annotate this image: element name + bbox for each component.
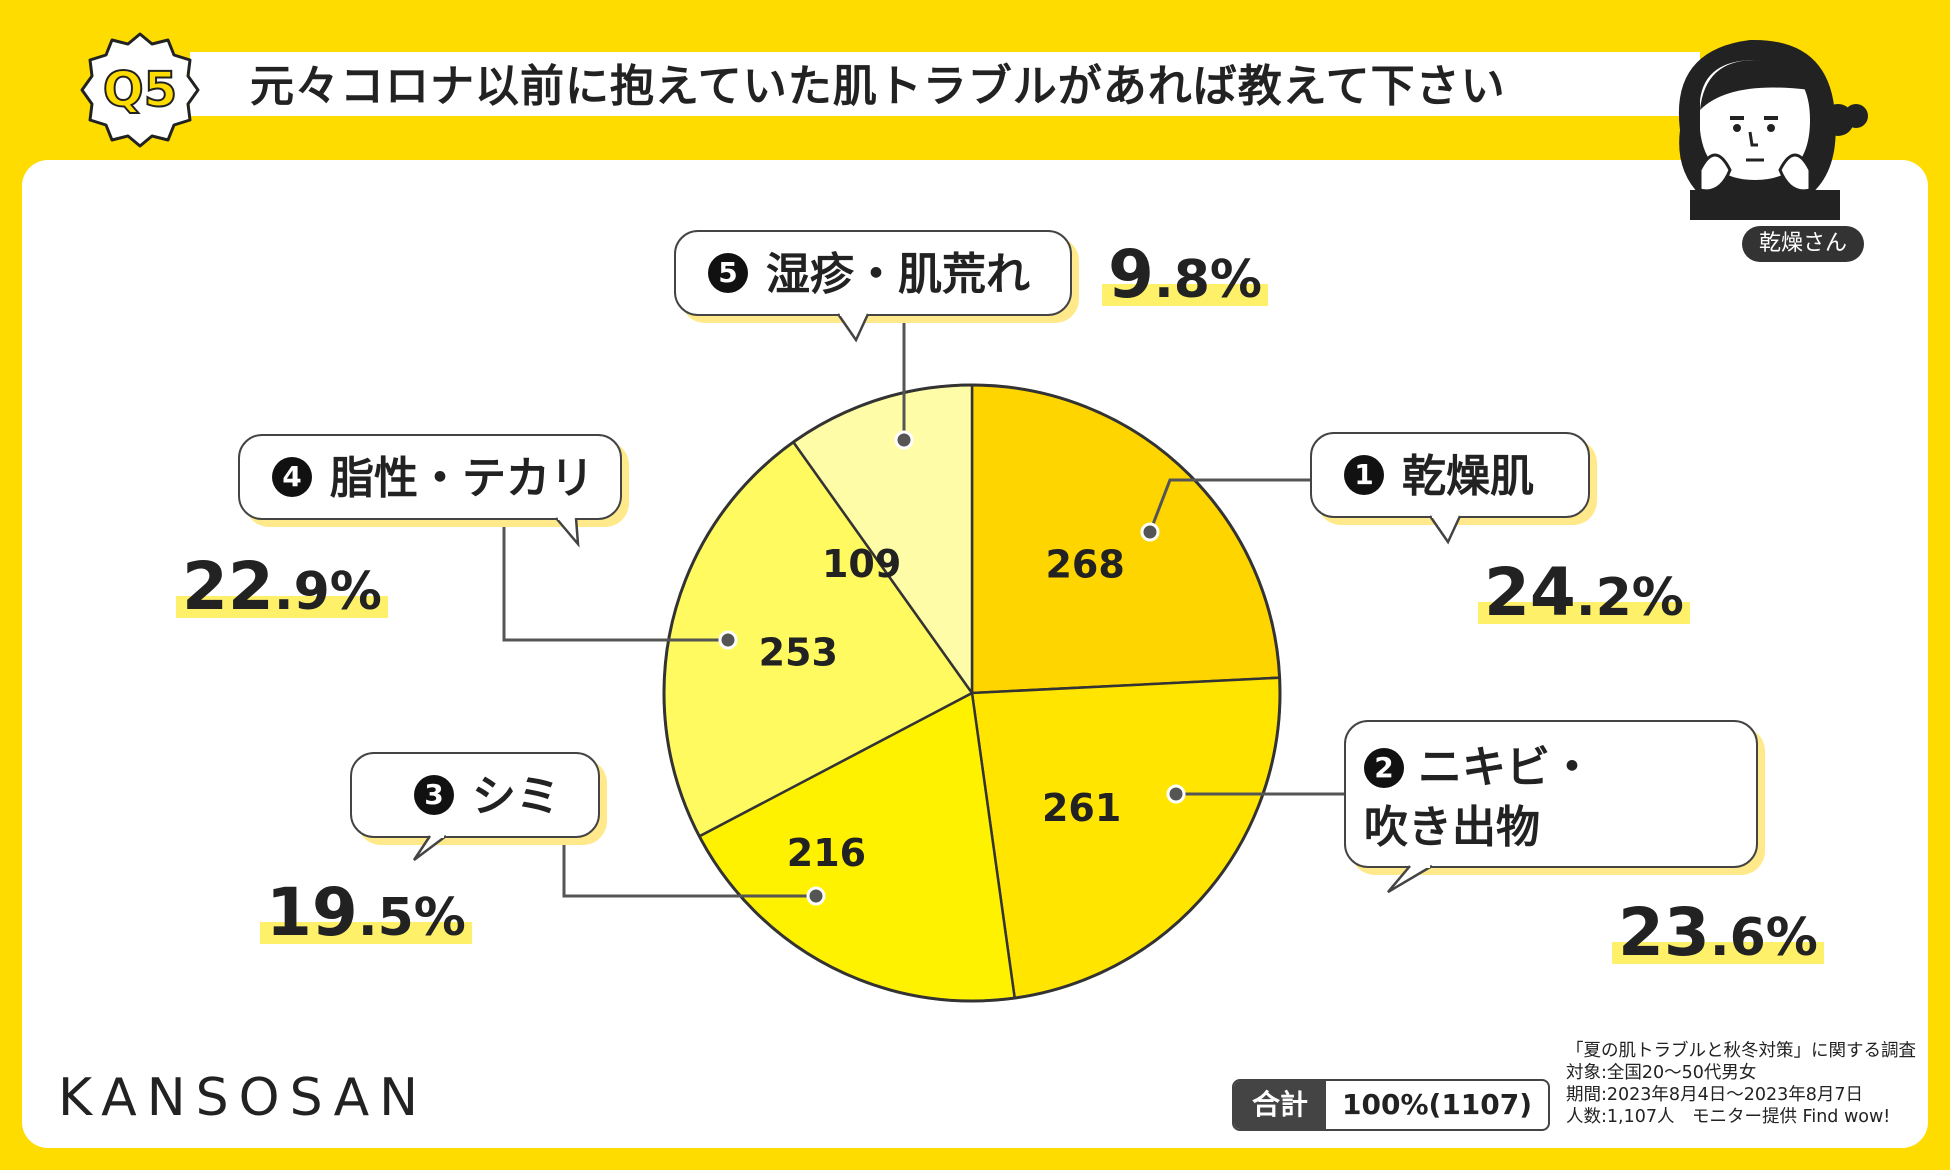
slice-count-label: 216	[787, 831, 866, 875]
slice-acne	[970, 676, 1282, 1000]
title-bar	[190, 52, 1700, 116]
percent-dec: .9%	[273, 562, 382, 622]
leader-line	[1148, 478, 1310, 533]
callout-oily-skin: 4 脂性・テカリ	[238, 434, 622, 520]
total-box: 合計 100%(1107)	[1232, 1079, 1551, 1131]
callout-number: 3	[414, 775, 454, 815]
leader-dot	[718, 630, 738, 650]
percent-dec: .5%	[357, 888, 466, 948]
percent-acne: 23.6%	[1612, 900, 1824, 968]
leader-line	[562, 836, 816, 898]
callout-label: シミ	[472, 771, 560, 822]
callout-label-line1: ニキビ・	[1418, 742, 1594, 793]
percent-int: 24	[1484, 554, 1576, 631]
percent-dec: .8%	[1153, 250, 1262, 310]
callout-number: 2	[1364, 748, 1404, 788]
character-name-tag: 乾燥さん	[1742, 226, 1864, 262]
percent-oily-skin: 22.9%	[176, 554, 388, 622]
leader-line	[502, 518, 728, 642]
survey-note: 対象:全国20〜50代男女	[1566, 1063, 1757, 1083]
callout-dry-skin: 1 乾燥肌	[1310, 432, 1590, 518]
total-label: 合計	[1234, 1081, 1327, 1129]
slice-count-label: 268	[1045, 543, 1124, 587]
callout-label: 乾燥肌	[1402, 451, 1534, 502]
callout-number: 5	[708, 253, 748, 293]
question-badge-icon	[80, 32, 200, 148]
callout-label: 湿疹・肌荒れ	[766, 249, 1030, 300]
callout-eczema: 5 湿疹・肌荒れ	[674, 230, 1072, 316]
slice-count-label: 253	[759, 631, 838, 675]
question-number: Q5	[102, 61, 178, 119]
callout-number: 4	[272, 457, 312, 497]
leader-dot	[1166, 784, 1186, 804]
callout-acne: 2 ニキビ・ 吹き出物	[1344, 720, 1758, 868]
callout-label-line2: 吹き出物	[1364, 802, 1540, 853]
page-title: 元々コロナ以前に抱えていた肌トラブルがあれば教えて下さい	[250, 61, 1506, 112]
leader-dot	[1140, 522, 1160, 542]
leader-dot	[894, 430, 914, 450]
callout-label: 脂性・テカリ	[330, 453, 594, 504]
survey-note: 期間:2023年8月4日〜2023年8月7日	[1566, 1085, 1864, 1105]
callout-spots: 3 シミ	[350, 752, 600, 838]
slice-count-label: 109	[822, 542, 901, 586]
slice-dry-skin	[970, 383, 1281, 695]
brand-logo: KANSOSAN	[58, 1068, 429, 1128]
percent-int: 9	[1108, 236, 1154, 313]
percent-spots: 19.5%	[260, 880, 472, 948]
percent-dec: .2%	[1575, 568, 1684, 628]
pie-outline	[662, 383, 1282, 1003]
survey-note: 「夏の肌トラブルと秋冬対策」に関する調査	[1566, 1041, 1916, 1061]
percent-int: 19	[266, 874, 358, 951]
percent-dec: .6%	[1709, 908, 1818, 968]
leader-dot	[806, 886, 826, 906]
total-value: 100%(1107)	[1342, 1088, 1533, 1121]
percent-int: 22	[182, 548, 274, 625]
slice-count-label: 261	[1042, 786, 1121, 830]
callout-number: 1	[1344, 455, 1384, 495]
percent-dry-skin: 24.2%	[1478, 560, 1690, 628]
survey-notes: 「夏の肌トラブルと秋冬対策」に関する調査 対象:全国20〜50代男女 期間:20…	[1566, 1040, 1916, 1128]
character-illustration-icon	[1678, 39, 1868, 220]
percent-int: 23	[1618, 894, 1710, 971]
percent-eczema: 9.8%	[1102, 242, 1268, 310]
survey-note: 人数:1,107人 モニター提供 Find wow!	[1566, 1107, 1891, 1127]
